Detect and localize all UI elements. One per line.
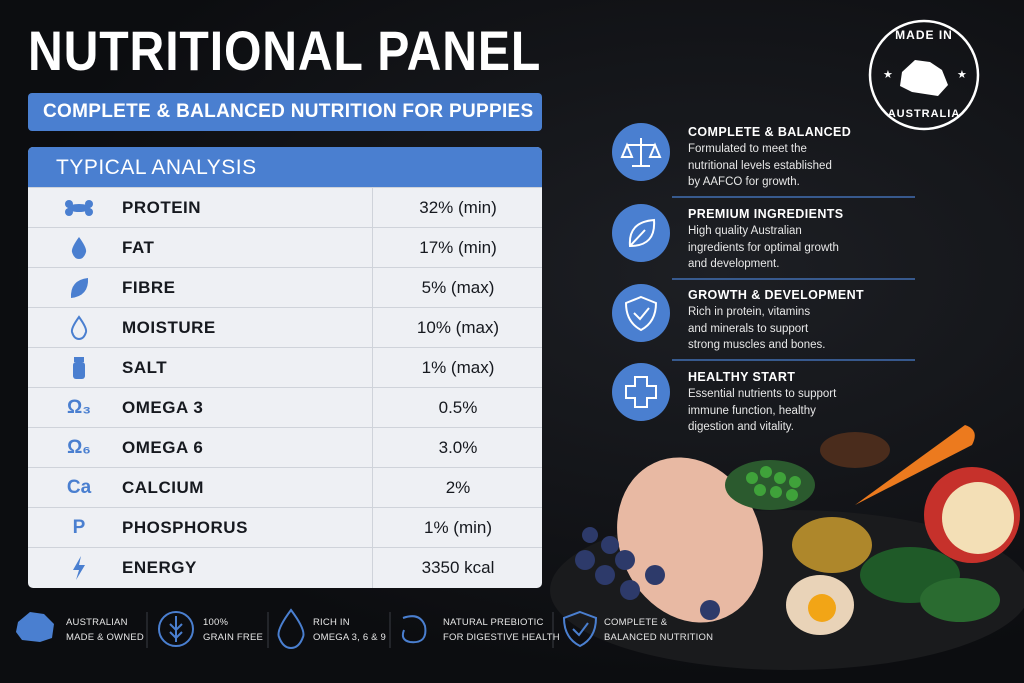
row-icon: Ω₃ — [66, 397, 92, 418]
nutrient-name: FIBRE — [122, 278, 176, 297]
footer-text: OMEGA 3, 6 & 9 — [313, 632, 387, 643]
badge-top: MADE IN — [895, 28, 953, 42]
nutrient-value: 17% (min) — [372, 228, 542, 268]
footer-text: COMPLETE & — [604, 617, 668, 628]
feature-text: immune function, healthy — [688, 404, 816, 417]
row-icon: Ca — [66, 477, 92, 498]
nutrient-value: 3350 kcal — [372, 548, 542, 588]
feature-text: nutritional levels established — [688, 159, 832, 172]
table-row: ENERGY 3350 kcal — [28, 547, 542, 588]
feature-title: COMPLETE & BALANCED — [688, 125, 852, 139]
feature-text: digestion and vitality. — [688, 421, 794, 433]
carrot — [855, 425, 975, 505]
footer-text: RICH IN — [313, 617, 350, 628]
feature-glyphs — [620, 138, 662, 408]
title: NUTRITIONAL PANEL — [28, 19, 542, 82]
feature-title: HEALTHY START — [688, 370, 796, 384]
nutrient-value: 32% (min) — [372, 188, 542, 228]
footer-text: BALANCED NUTRITION — [604, 632, 714, 643]
table-row: PROTEIN 32% (min) — [28, 187, 542, 228]
table-row: FAT 17% (min) — [28, 227, 542, 268]
star: ★ — [957, 69, 967, 81]
footer-icons — [158, 608, 598, 650]
feature-title: PREMIUM INGREDIENTS — [688, 207, 844, 221]
table-title: TYPICAL ANALYSIS — [28, 147, 542, 187]
footer-text: GRAIN FREE — [203, 632, 264, 643]
footer-icon — [16, 612, 54, 642]
feature-title: GROWTH & DEVELOPMENT — [688, 288, 865, 302]
footer-text: NATURAL PREBIOTIC — [443, 617, 544, 628]
feature-text: strong muscles and bones. — [688, 339, 826, 351]
spice — [820, 432, 890, 468]
table-row: SALT 1% (max) — [28, 347, 542, 388]
row-icon — [73, 357, 85, 379]
table-row: P PHOSPHORUS 1% (min) — [28, 507, 542, 548]
row-icon — [73, 556, 85, 580]
nutrient-value: 3.0% — [372, 428, 542, 468]
table-row: FIBRE 5% (max) — [28, 267, 542, 308]
row-icon — [65, 200, 93, 216]
feature-text: Rich in protein, vitamins — [688, 306, 811, 318]
analysis-table: TYPICAL ANALYSIS PROTEIN 32% (min) FAT 17% … — [28, 147, 542, 588]
nutrient-name: FAT — [122, 238, 155, 257]
nutrient-name: PHOSPHORUS — [122, 518, 248, 537]
peas — [746, 466, 801, 501]
nutrient-name: SALT — [122, 358, 168, 377]
table-row: Ω₆ OMEGA 6 3.0% — [28, 427, 542, 468]
row-icon: Ω₆ — [67, 437, 91, 458]
row-icon — [71, 237, 87, 259]
footer-text: MADE & OWNED — [66, 632, 144, 643]
nutrient-name: MOISTURE — [122, 318, 216, 337]
footer-separators — [146, 612, 554, 648]
feature-text: and minerals to support — [688, 322, 809, 335]
nutrient-value: 5% (max) — [372, 268, 542, 308]
feature-text: by AAFCO for growth. — [688, 176, 800, 188]
nutrient-value: 2% — [372, 468, 542, 508]
nutrient-value: 1% (min) — [372, 508, 542, 548]
feature-text: and development. — [688, 258, 780, 270]
feature-dividers — [672, 196, 915, 361]
table-row: Ω₃ OMEGA 3 0.5% — [28, 387, 542, 428]
row-icon — [70, 278, 89, 298]
nutrient-name: CALCIUM — [122, 478, 204, 497]
nutrient-name: OMEGA 6 — [122, 438, 204, 457]
footer-text: AUSTRALIAN — [66, 617, 128, 628]
table-row: MOISTURE 10% (max) — [28, 307, 542, 348]
nutrient-value: 1% (max) — [372, 348, 542, 388]
feature-text: High quality Australian — [688, 225, 802, 237]
nutrient-name: ENERGY — [122, 558, 197, 577]
table-row: Ca CALCIUM 2% — [28, 467, 542, 508]
nutrient-value: 0.5% — [372, 388, 542, 428]
subtitle-banner: COMPLETE & BALANCED NUTRITION FOR PUPPIE… — [28, 93, 542, 131]
feature-text: ingredients for optimal growth — [688, 241, 839, 254]
feature-text: Formulated to meet the — [688, 143, 807, 155]
footer-text: FOR DIGESTIVE HEALTH — [443, 632, 560, 643]
nutrient-name: OMEGA 3 — [122, 398, 204, 417]
nutrient-value: 10% (max) — [372, 308, 542, 348]
peas-bowl — [725, 460, 815, 510]
yolk — [808, 594, 836, 622]
badge-ring — [868, 19, 980, 131]
feature-text: Essential nutrients to support — [688, 388, 837, 400]
blueberries — [575, 527, 720, 620]
oil — [792, 517, 872, 573]
footer-text: 100% — [203, 617, 229, 628]
spinach — [920, 578, 1000, 622]
apple-flesh — [942, 482, 1014, 554]
badge-bottom: AUSTRALIA — [887, 108, 961, 120]
badge-map — [900, 60, 948, 96]
nutrient-name: PROTEIN — [122, 198, 202, 217]
row-icon: P — [72, 517, 86, 538]
row-icon — [70, 315, 88, 341]
star: ★ — [883, 69, 893, 81]
